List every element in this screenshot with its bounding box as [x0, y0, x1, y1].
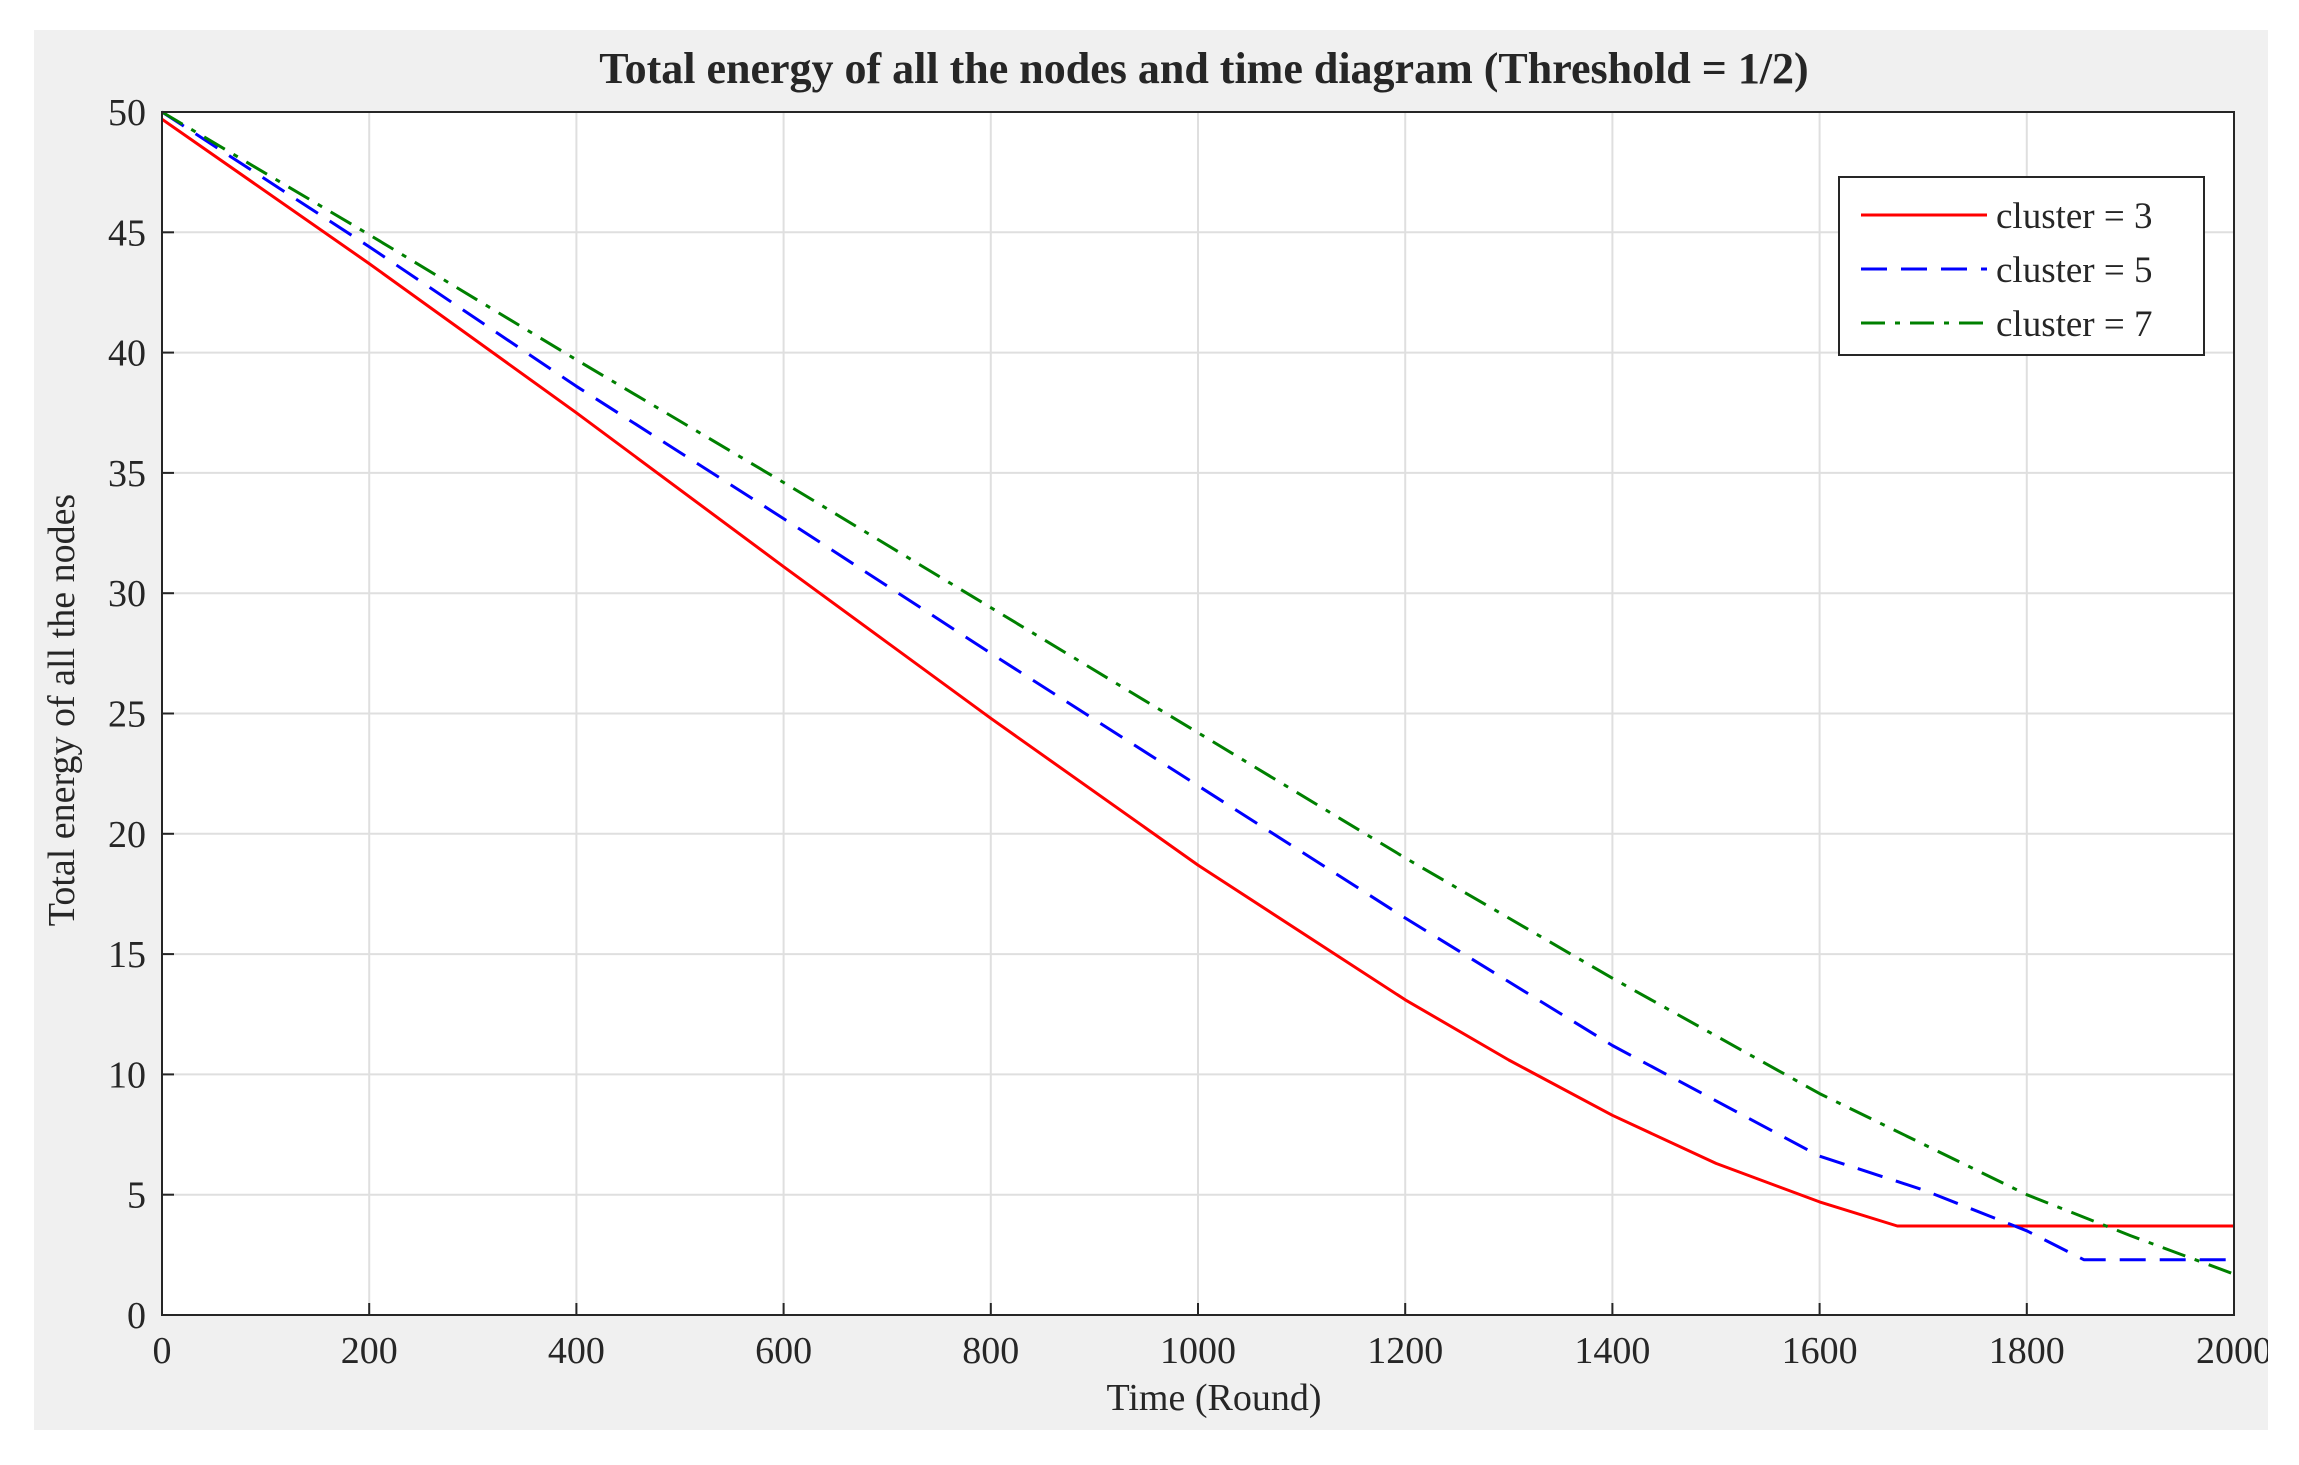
- x-tick-label: 600: [755, 1330, 812, 1372]
- x-tick-label: 2000: [2196, 1330, 2268, 1372]
- y-tick-label: 35: [108, 453, 146, 495]
- x-tick-label: 400: [548, 1330, 605, 1372]
- y-tick-label: 15: [108, 934, 146, 976]
- x-axis-label: Time (Round): [1106, 1377, 1321, 1419]
- plot-frame: [161, 111, 2235, 1316]
- y-tick-label: 40: [108, 333, 146, 375]
- series-line-3: [161, 110, 2235, 1276]
- legend-label-1: cluster = 3: [1996, 196, 2153, 237]
- y-tick-label: 0: [127, 1295, 146, 1337]
- x-tick-label: 0: [153, 1330, 172, 1372]
- figure-background: 0 200 400 600 800 1000 1200 1400 1600 1800 2000 0 5 1…: [34, 30, 2268, 1430]
- x-tick-label: 200: [341, 1330, 398, 1372]
- series-line-2: [161, 110, 2234, 1262]
- x-tick-label: 1800: [1989, 1330, 2065, 1372]
- y-tick-label: 30: [108, 573, 146, 615]
- y-tick-label: 45: [108, 212, 146, 254]
- x-tick-label: 800: [962, 1330, 1019, 1372]
- x-tick-label: 1000: [1160, 1330, 1236, 1372]
- legend-label-3: cluster = 7: [1996, 304, 2153, 345]
- chart-title: Total energy of all the nodes and time d…: [599, 44, 1808, 93]
- x-tick-label: 1400: [1574, 1330, 1650, 1372]
- y-tick-label: 20: [108, 814, 146, 856]
- line-chart: 0 200 400 600 800 1000 1200 1400 1600 1800 2000 0 5 1…: [41, 44, 2268, 1419]
- legend-box: [1838, 176, 2205, 356]
- y-tick-label: 50: [108, 92, 146, 134]
- y-tick-label: 5: [127, 1175, 146, 1217]
- legend-label-2: cluster = 5: [1996, 250, 2153, 291]
- series-line-1: [161, 117, 2234, 1228]
- x-tick-label: 1600: [1782, 1330, 1858, 1372]
- y-tick-label: 25: [108, 694, 146, 736]
- axes: 0 200 400 600 800 1000 1200 1400 1600 1800 2000 0 5 1…: [108, 92, 2268, 1372]
- legend: cluster = 3 cluster = 5 cluster = 7: [1838, 176, 2205, 356]
- y-tick-label: 10: [108, 1054, 146, 1096]
- series-layer: [161, 110, 2235, 1276]
- y-axis-label: Total energy of all the nodes: [41, 494, 83, 926]
- x-tick-label: 1200: [1367, 1330, 1443, 1372]
